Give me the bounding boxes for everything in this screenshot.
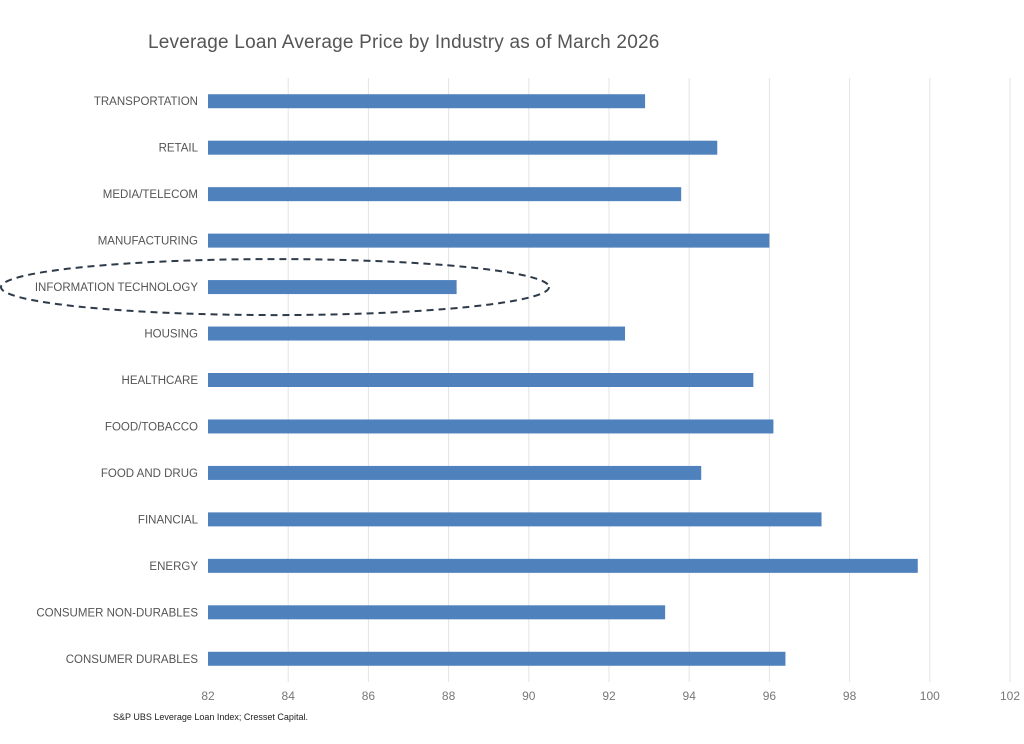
category-label: RETAIL — [159, 143, 199, 155]
category-label: HEALTHCARE — [122, 375, 199, 387]
bar — [208, 373, 754, 387]
bar — [208, 558, 918, 573]
x-tick-label: 92 — [602, 689, 616, 703]
category-label: FINANCIAL — [138, 514, 199, 526]
bar — [208, 465, 702, 480]
bar — [208, 233, 770, 248]
x-tick-label: 82 — [201, 689, 215, 703]
bar — [208, 187, 682, 202]
x-tick-label: 100 — [920, 689, 940, 703]
x-tick-label: 84 — [282, 689, 296, 703]
category-label: MEDIA/TELECOM — [103, 189, 198, 201]
category-label: FOOD/TOBACCO — [105, 421, 198, 433]
category-label: TRANSPORTATION — [94, 96, 198, 108]
x-tick-label: 90 — [522, 689, 536, 703]
x-tick-label: 102 — [1000, 689, 1020, 703]
category-label: INFORMATION TECHNOLOGY — [35, 282, 198, 294]
highlight-ellipse — [0, 258, 550, 317]
source-note: S&P UBS Leverage Loan Index; Cresset Cap… — [113, 712, 308, 722]
bar — [208, 605, 666, 620]
chart-title: Leverage Loan Average Price by Industry … — [148, 32, 660, 53]
bar — [208, 326, 626, 341]
bar — [208, 419, 774, 434]
bar — [208, 280, 457, 295]
x-tick-label: 96 — [763, 689, 777, 703]
category-label: FOOD AND DRUG — [101, 468, 198, 480]
x-tick-label: 94 — [683, 689, 697, 703]
category-label: MANUFACTURING — [98, 236, 198, 248]
x-tick-label: 98 — [843, 689, 857, 703]
bar — [208, 512, 822, 527]
x-tick-label: 88 — [442, 689, 456, 703]
category-label: CONSUMER NON-DURABLES — [36, 607, 198, 619]
category-label: HOUSING — [144, 329, 198, 341]
bar — [208, 94, 646, 109]
bar — [208, 140, 718, 155]
category-label: ENERGY — [149, 561, 198, 573]
category-label: CONSUMER DURABLES — [66, 654, 199, 666]
x-tick-label: 86 — [362, 689, 376, 703]
bar — [208, 651, 786, 666]
